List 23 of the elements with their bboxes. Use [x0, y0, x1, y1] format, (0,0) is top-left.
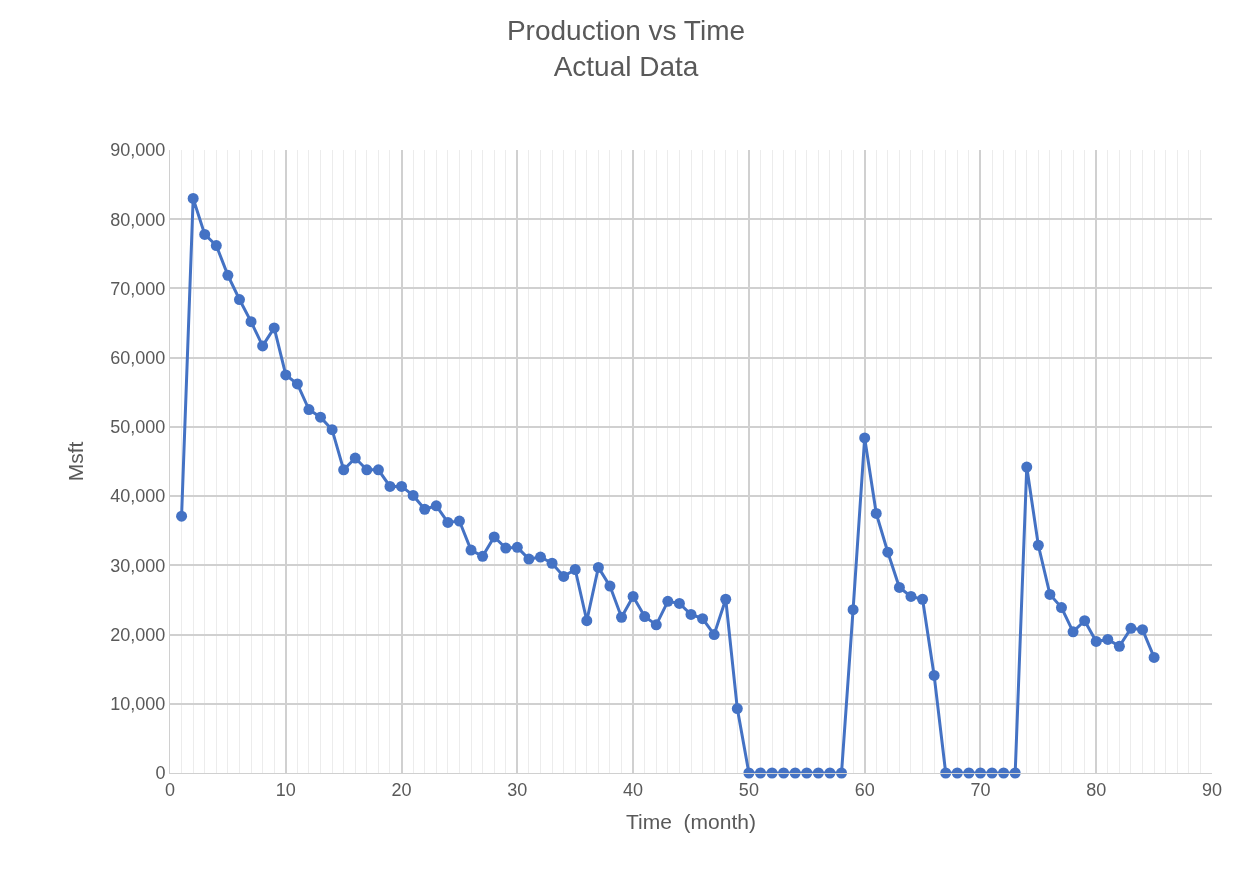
x-tick-label: 80 — [1086, 779, 1107, 800]
x-tick-label: 20 — [391, 779, 412, 800]
x-axis-title: Time (month) — [626, 809, 756, 833]
x-tick-label: 90 — [1201, 779, 1223, 800]
chart-subtitle: Actual Data — [553, 51, 699, 83]
y-tick-label: 60,000 — [110, 347, 166, 368]
chart-title: Production vs Time — [506, 14, 746, 46]
x-tick-label: 50 — [738, 779, 759, 800]
y-tick-label: 50,000 — [110, 417, 166, 438]
x-tick-label: 40 — [623, 779, 644, 800]
y-tick-label: 80,000 — [110, 209, 166, 230]
x-tick-label: 30 — [507, 779, 528, 800]
x-tick-label: 70 — [970, 779, 991, 800]
y-tick-label: 90,000 — [110, 140, 166, 161]
y-axis-title: Msft — [64, 441, 88, 482]
x-tick-label: 10 — [275, 779, 296, 800]
y-tick-label: 70,000 — [110, 278, 166, 299]
y-tick-label: 20,000 — [110, 624, 166, 645]
y-tick-label: 30,000 — [110, 555, 166, 576]
y-tick-label: 40,000 — [110, 486, 166, 507]
y-tick-label: 10,000 — [110, 694, 166, 715]
y-tick-label: 0 — [155, 763, 166, 784]
x-tick-label: 60 — [854, 779, 875, 800]
